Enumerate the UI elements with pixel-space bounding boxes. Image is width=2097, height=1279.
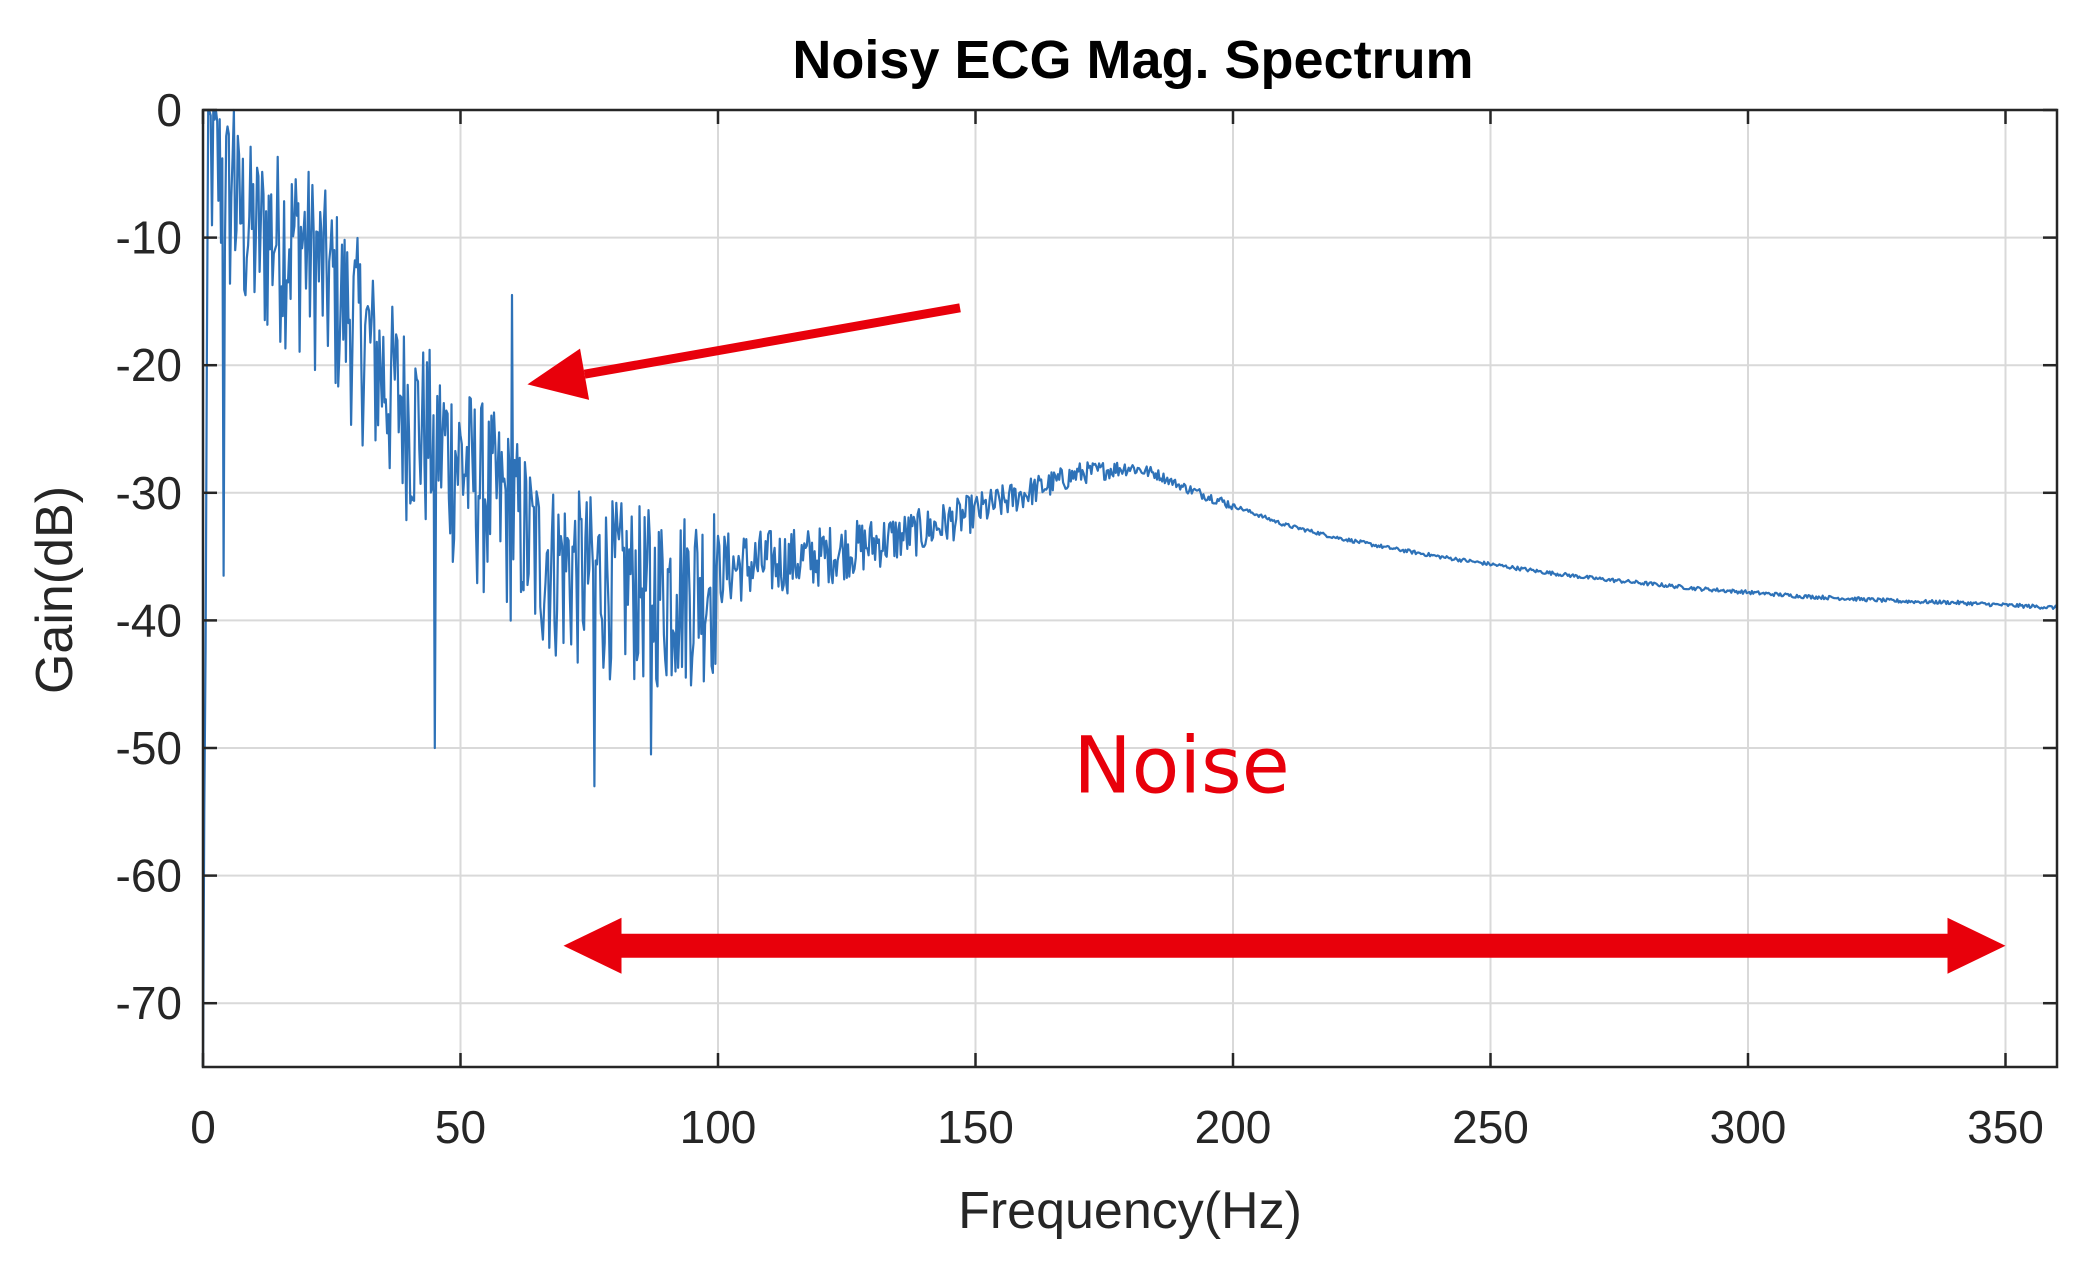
annotation-layer: Noise xyxy=(527,303,2006,974)
range-arrow-head-left xyxy=(563,917,622,974)
x-tick-label: 300 xyxy=(1710,1101,1787,1153)
x-tick-label: 0 xyxy=(190,1101,216,1153)
y-tick-label: -50 xyxy=(116,722,182,774)
x-tick-label: 100 xyxy=(680,1101,757,1153)
y-tick-label: -20 xyxy=(116,339,182,391)
arrow-line xyxy=(583,303,961,379)
y-tick-label: -60 xyxy=(116,850,182,902)
series-line-spectrum xyxy=(201,108,2058,1068)
y-tick-label: -10 xyxy=(116,212,182,264)
x-tick-label: 250 xyxy=(1452,1101,1529,1153)
y-tick-label: -40 xyxy=(116,594,182,646)
series-layer xyxy=(201,108,2058,1068)
chart-title: Noisy ECG Mag. Spectrum xyxy=(792,30,1473,90)
tick-layer: 0 50 100 150 200 250 300 350 0 -10 -20 -30 -40 -50 -60… xyxy=(116,84,2057,1153)
x-tick-label: 350 xyxy=(1967,1101,2044,1153)
arrow-head xyxy=(527,348,590,400)
range-arrow-head-right xyxy=(1947,917,2006,974)
grid xyxy=(203,110,2057,1067)
y-tick-label: 0 xyxy=(156,84,182,136)
y-tick-label: -30 xyxy=(116,467,182,519)
y-tick-label: -70 xyxy=(116,977,182,1029)
noise-label: Noise xyxy=(1073,722,1289,812)
y-axis-label: Gain(dB) xyxy=(26,486,84,694)
x-tick-label: 150 xyxy=(937,1101,1014,1153)
x-tick-label: 200 xyxy=(1195,1101,1272,1153)
plot-frame xyxy=(201,108,2059,1069)
x-tick-label: 50 xyxy=(435,1101,486,1153)
x-axis-label: Frequency(Hz) xyxy=(958,1182,1302,1240)
